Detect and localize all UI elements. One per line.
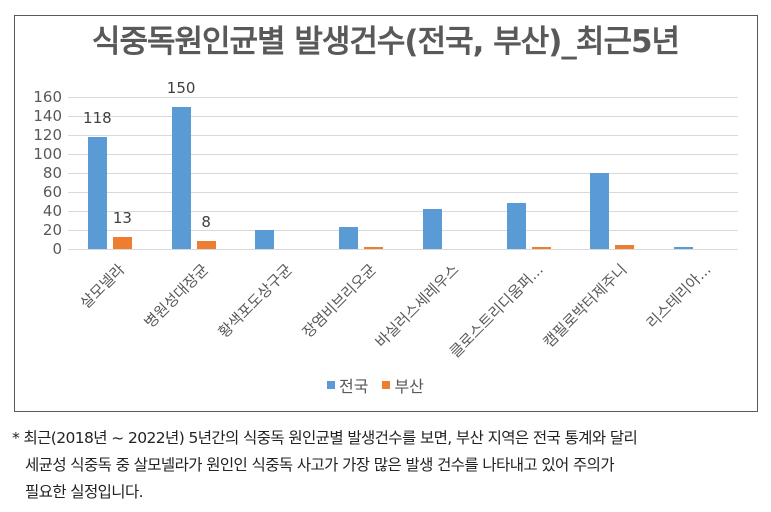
- legend-swatch-busan-icon: [382, 381, 391, 389]
- y-tick-label: 80: [42, 164, 62, 182]
- legend-label: 부산: [394, 377, 424, 396]
- bar-national: [506, 203, 526, 249]
- legend: 전국 부산: [327, 373, 424, 397]
- footnote: * 최근(2018년 ~ 2022년) 5년간의 식중독 원인균별 발생건수를 …: [12, 425, 762, 506]
- footnote-line-2: 세균성 식중독 중 살모넬라가 원인인 식중독 사고가 가장 많은 발생 건수를…: [25, 456, 615, 474]
- bar-busan: [364, 247, 384, 249]
- bar-national: [422, 209, 442, 249]
- bar-busan: [615, 245, 635, 249]
- bar-national: [590, 173, 610, 249]
- y-tick-label: 160: [33, 88, 62, 106]
- bar-busan: [196, 241, 216, 249]
- y-tick-label: 0: [52, 240, 62, 258]
- y-tick-label: 60: [42, 183, 62, 201]
- y-tick-label: 140: [33, 107, 62, 125]
- bar-busan: [531, 247, 551, 249]
- data-label: 150: [166, 78, 196, 97]
- legend-swatch-national-icon: [327, 381, 335, 389]
- bar-busan: [112, 236, 132, 249]
- y-tick-label: 40: [42, 202, 62, 220]
- bar-national: [255, 230, 275, 249]
- data-label: 13: [112, 208, 132, 227]
- gridline: [68, 154, 738, 155]
- footnote-line-1: * 최근(2018년 ~ 2022년) 5년간의 식중독 원인균별 발생건수를 …: [12, 429, 638, 447]
- gridline: [68, 135, 738, 136]
- data-label: 118: [83, 108, 112, 127]
- bar-national: [87, 136, 107, 249]
- bar-national: [171, 106, 191, 249]
- gridline: [68, 230, 738, 231]
- data-label: 8: [201, 213, 211, 232]
- bar-national: [674, 247, 694, 249]
- gridline: [68, 97, 738, 98]
- gridline: [68, 249, 738, 250]
- legend-label: 전국: [339, 377, 369, 396]
- bar-national: [339, 227, 359, 249]
- legend-item-busan: 부산: [382, 373, 424, 397]
- chart-title: 식중독원인균별 발생건수(전국, 부산)_최근5년: [91, 24, 680, 60]
- gridline: [68, 116, 738, 117]
- y-tick-label: 20: [42, 221, 62, 239]
- gridline: [68, 173, 738, 174]
- footnote-line-3: 필요한 실정입니다.: [25, 483, 144, 501]
- y-tick-label: 100: [33, 145, 62, 163]
- y-tick-label: 120: [33, 126, 62, 144]
- gridline: [68, 211, 738, 212]
- legend-item-national: 전국: [327, 373, 368, 397]
- gridline: [68, 192, 738, 193]
- plot-area: [68, 97, 738, 250]
- chart-frame: [14, 15, 758, 412]
